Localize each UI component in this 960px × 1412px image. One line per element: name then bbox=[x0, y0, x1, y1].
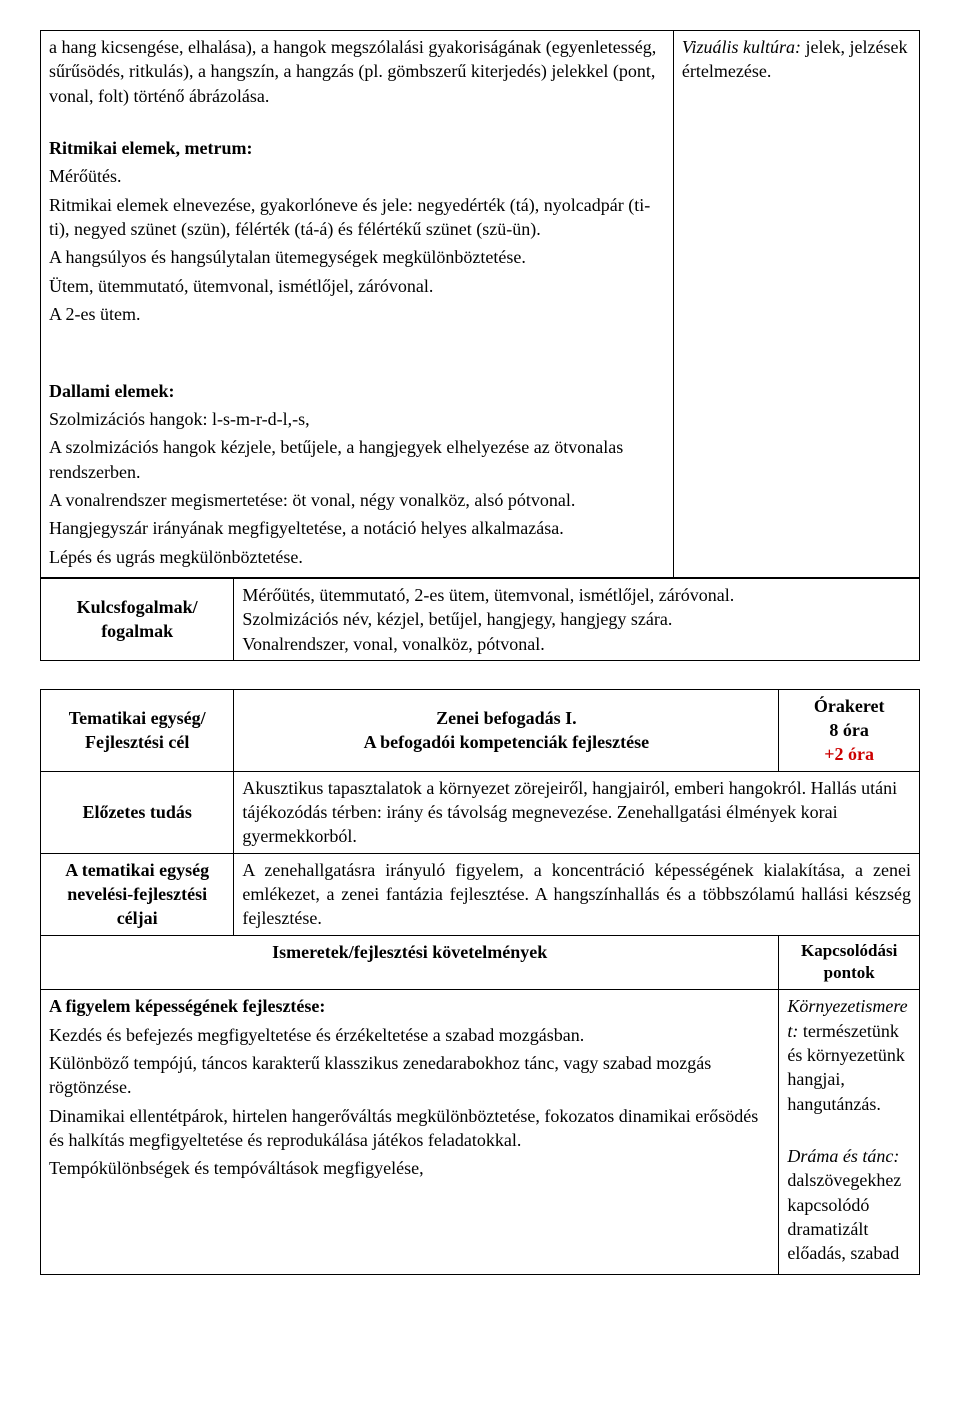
figyelem-content: A figyelem képességének fejlesztése: Kez… bbox=[41, 990, 779, 1274]
right-italic: Vizuális kultúra: bbox=[682, 37, 801, 57]
kulcsfogalmak-table: Kulcsfogalmak/ fogalmak Mérőütés, ütemmu… bbox=[40, 578, 920, 661]
orakeret-cell: Órakeret 8 óra +2 óra bbox=[779, 689, 920, 771]
drama-text: dalszövegekhez kapcsolódó dramatizált el… bbox=[787, 1170, 901, 1263]
spacer bbox=[40, 661, 920, 689]
dallami-p3: A vonalrendszer megismertetése: öt vonal… bbox=[49, 488, 665, 512]
kapcsolodasi-header: Kapcsolódási pontok bbox=[779, 935, 920, 990]
figyelem-p2: Különböző tempójú, táncos karakterű klas… bbox=[49, 1051, 770, 1100]
figyelem-title: A figyelem képességének fejlesztése: bbox=[49, 994, 770, 1018]
ritmikai-p3: A hangsúlyos és hangsúlytalan ütemegység… bbox=[49, 245, 665, 269]
section2-table: Tematikai egység/ Fejlesztési cél Zenei … bbox=[40, 689, 920, 1275]
elozetes-content: Akusztikus tapasztalatok a környezet zör… bbox=[234, 771, 920, 853]
ritmikai-p4: Ütem, ütemmutató, ütemvonal, ismétlőjel,… bbox=[49, 274, 665, 298]
dallami-p4: Hangjegyszár irányának megfigyeltetése, … bbox=[49, 516, 665, 540]
tematikai-title-cell: Zenei befogadás I. A befogadói kompetenc… bbox=[234, 689, 779, 771]
section1-table: a hang kicsengése, elhalása), a hangok m… bbox=[40, 30, 920, 578]
drama-label: Dráma és tánc: bbox=[787, 1146, 899, 1166]
dallami-title: Dallami elemek: bbox=[49, 379, 665, 403]
dallami-p5: Lépés és ugrás megkülönböztetése. bbox=[49, 545, 665, 569]
figyelem-p4: Tempókülönbségek és tempóváltások megfig… bbox=[49, 1156, 770, 1180]
kapcsolodasi-content: Környezetismeret: természetünk és környe… bbox=[779, 990, 920, 1274]
intro-para: a hang kicsengése, elhalása), a hangok m… bbox=[49, 35, 665, 108]
zenei-title2: A befogadói kompetenciák fejlesztése bbox=[242, 730, 770, 754]
kornyezet-text: természetünk és környezetünk hangjai, ha… bbox=[787, 1021, 904, 1114]
section1-right-cell: Vizuális kultúra: jelek, jelzések értelm… bbox=[673, 31, 919, 578]
orakeret-l2: 8 óra bbox=[787, 718, 911, 742]
zenei-title1: Zenei befogadás I. bbox=[242, 706, 770, 730]
kulcs-line1: Mérőütés, ütemmutató, 2-es ütem, ütemvon… bbox=[242, 583, 911, 607]
celjai-content: A zenehallgatásra irányuló figyelem, a k… bbox=[234, 853, 920, 935]
figyelem-p3: Dinamikai ellentétpárok, hirtelen hanger… bbox=[49, 1104, 770, 1153]
orakeret-l1: Órakeret bbox=[787, 694, 911, 718]
kulcs-label: Kulcsfogalmak/ fogalmak bbox=[41, 578, 234, 660]
tematikai-label: Tematikai egység/ Fejlesztési cél bbox=[41, 689, 234, 771]
kulcs-line2: Szolmizációs név, kézjel, betűjel, hangj… bbox=[242, 607, 911, 631]
kulcs-content: Mérőütés, ütemmutató, 2-es ütem, ütemvon… bbox=[234, 578, 920, 660]
dallami-p2: A szolmizációs hangok kézjele, betűjele,… bbox=[49, 435, 665, 484]
section1-main-cell: a hang kicsengése, elhalása), a hangok m… bbox=[41, 31, 674, 578]
ritmikai-p2: Ritmikai elemek elnevezése, gyakorlóneve… bbox=[49, 193, 665, 242]
ismeretek-header: Ismeretek/fejlesztési követelmények bbox=[41, 935, 779, 990]
elozetes-label: Előzetes tudás bbox=[41, 771, 234, 853]
figyelem-p1: Kezdés és befejezés megfigyeltetése és é… bbox=[49, 1023, 770, 1047]
dallami-p1: Szolmizációs hangok: l-s-m-r-d-l,-s, bbox=[49, 407, 665, 431]
ritmikai-p5: A 2-es ütem. bbox=[49, 302, 665, 326]
ritmikai-p1: Mérőütés. bbox=[49, 164, 665, 188]
celjai-label: A tematikai egység nevelési-fejlesztési … bbox=[41, 853, 234, 935]
kulcs-line3: Vonalrendszer, vonal, vonalköz, pótvonal… bbox=[242, 632, 911, 656]
orakeret-l3: +2 óra bbox=[787, 742, 911, 766]
ritmikai-title: Ritmikai elemek, metrum: bbox=[49, 136, 665, 160]
